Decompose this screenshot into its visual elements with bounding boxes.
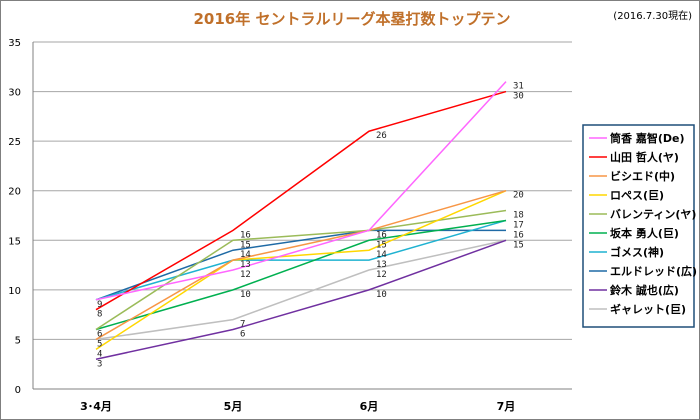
- y-tick-label: 30: [8, 88, 21, 99]
- data-label: 16: [376, 230, 387, 240]
- series-line: [95, 90, 507, 311]
- chart-title: 2016年 セントラルリーグ本塁打数トップテン: [194, 10, 511, 28]
- data-label: 13: [240, 260, 251, 270]
- data-label: 10: [240, 290, 251, 300]
- data-label: 4: [97, 349, 102, 359]
- data-label: 3: [97, 359, 102, 369]
- data-label: 15: [240, 240, 251, 250]
- series-line: [95, 219, 507, 331]
- series-line: [95, 239, 507, 360]
- y-tick-label: 5: [15, 335, 21, 346]
- legend-entry: ギャレット(巨): [610, 302, 686, 316]
- y-tick-label: 10: [8, 286, 21, 297]
- data-label: 14: [240, 250, 251, 260]
- data-label: 15: [376, 240, 387, 250]
- data-label: 16: [240, 230, 251, 240]
- data-label: 15: [513, 240, 524, 250]
- series-line: [95, 239, 507, 341]
- y-tick-label: 15: [8, 236, 21, 247]
- legend-entry: 筒香 嘉智(De): [610, 131, 684, 145]
- data-label: 16: [513, 230, 524, 240]
- y-tick-label: 35: [8, 38, 21, 49]
- series-line: [95, 219, 507, 301]
- data-label: 30: [513, 92, 524, 102]
- x-tick-label: 3･4月: [80, 400, 112, 413]
- data-label: 26: [376, 131, 387, 141]
- as-of-date: (2016.7.30現在): [613, 10, 692, 22]
- legend-entry: 山田 哲人(ヤ): [610, 150, 679, 164]
- legend-entry: ロペス(巨): [610, 189, 664, 202]
- data-label: 9: [97, 300, 102, 310]
- data-label: 6: [240, 330, 245, 340]
- series-line: [95, 81, 507, 301]
- data-label: 14: [376, 250, 387, 260]
- legend-entry: エルドレッド(広): [610, 264, 697, 278]
- legend-entry: 坂本 勇人(巨): [610, 226, 679, 240]
- x-tick-label: 5月: [224, 400, 243, 413]
- data-label: 12: [376, 270, 387, 280]
- data-label: 17: [513, 220, 524, 230]
- y-tick-label: 0: [15, 385, 21, 396]
- data-label: 5: [97, 339, 102, 349]
- series-line: [95, 189, 507, 341]
- x-tick-label: 7月: [497, 400, 516, 413]
- legend-box: [582, 124, 695, 328]
- series-line: [95, 190, 507, 350]
- legend-entry: ゴメス(神): [610, 245, 664, 259]
- data-label: 13: [376, 260, 387, 270]
- data-label: 7: [240, 320, 245, 330]
- data-label: 20: [513, 191, 524, 201]
- legend-entry: 鈴木 誠也(広): [610, 283, 679, 297]
- data-label: 31: [513, 82, 524, 92]
- y-tick-label: 25: [8, 137, 21, 148]
- data-label: 10: [376, 290, 387, 300]
- data-label: 8: [97, 310, 102, 320]
- legend-entry: バレンティン(ヤ): [610, 208, 696, 221]
- legend-entry: ビシエド(中): [610, 169, 675, 183]
- x-tick-label: 6月: [360, 400, 379, 413]
- data-label: 18: [513, 211, 524, 221]
- y-tick-label: 20: [8, 187, 21, 198]
- data-label: 6: [97, 330, 102, 340]
- data-label: 12: [240, 270, 251, 280]
